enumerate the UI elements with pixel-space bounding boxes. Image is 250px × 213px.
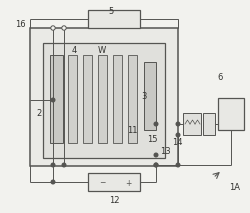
- Text: 14: 14: [172, 138, 183, 147]
- Text: 5: 5: [109, 7, 114, 16]
- Circle shape: [154, 122, 158, 126]
- Bar: [203, 113, 215, 135]
- Bar: [88, 10, 140, 28]
- Circle shape: [51, 98, 55, 102]
- Bar: [218, 98, 244, 130]
- Text: 11: 11: [128, 127, 138, 135]
- Bar: [128, 55, 137, 143]
- Text: 2: 2: [36, 109, 42, 118]
- Circle shape: [154, 163, 158, 167]
- Bar: [144, 62, 156, 130]
- Text: 16: 16: [16, 20, 26, 29]
- Circle shape: [51, 163, 55, 167]
- Bar: [113, 55, 122, 143]
- Text: 1A: 1A: [229, 183, 240, 192]
- Circle shape: [62, 26, 66, 30]
- Text: 13: 13: [160, 147, 170, 156]
- Text: W: W: [98, 46, 106, 55]
- Bar: [50, 55, 63, 143]
- Bar: [83, 55, 92, 143]
- Bar: [68, 55, 77, 143]
- Bar: [183, 113, 201, 135]
- Circle shape: [154, 153, 158, 157]
- Circle shape: [154, 163, 158, 167]
- Text: 3: 3: [141, 92, 146, 101]
- Text: −: −: [99, 178, 105, 187]
- Circle shape: [51, 26, 55, 30]
- Text: 15: 15: [148, 135, 158, 144]
- Bar: [30, 28, 178, 166]
- Bar: [43, 43, 165, 158]
- Text: 4: 4: [71, 46, 76, 55]
- Text: 6: 6: [218, 73, 223, 82]
- Text: +: +: [125, 178, 131, 187]
- Circle shape: [62, 163, 66, 167]
- Circle shape: [176, 163, 180, 167]
- Circle shape: [176, 133, 180, 137]
- Bar: [88, 173, 140, 191]
- Bar: [98, 55, 107, 143]
- Text: 12: 12: [109, 196, 119, 205]
- Circle shape: [176, 122, 180, 126]
- Circle shape: [51, 180, 55, 184]
